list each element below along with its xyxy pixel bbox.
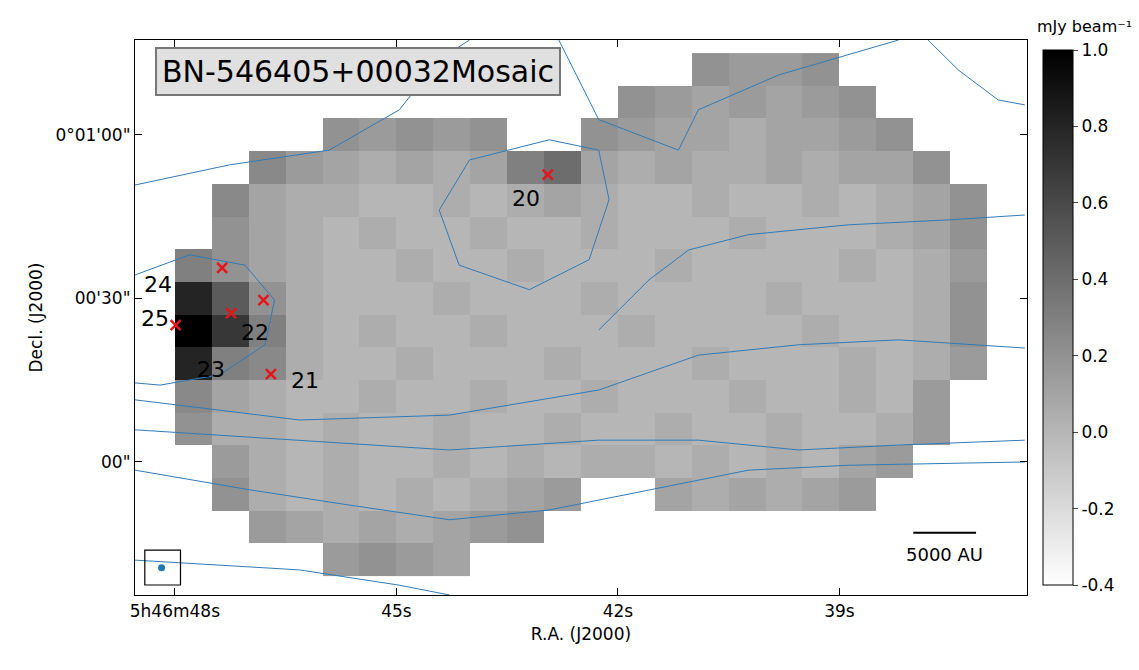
svg-text:-0.4: -0.4 xyxy=(1081,575,1114,595)
svg-text:00'30": 00'30" xyxy=(75,288,131,308)
svg-text:23: 23 xyxy=(197,357,225,382)
svg-text:00": 00" xyxy=(101,452,130,472)
svg-text:45s: 45s xyxy=(381,601,412,621)
svg-text:BN-546405+00032Mosaic: BN-546405+00032Mosaic xyxy=(162,54,554,89)
svg-text:0.6: 0.6 xyxy=(1081,193,1108,213)
svg-text:0.0: 0.0 xyxy=(1081,422,1108,442)
svg-text:0°01'00": 0°01'00" xyxy=(55,125,130,145)
svg-text:0.8: 0.8 xyxy=(1081,116,1108,136)
svg-text:5000 AU: 5000 AU xyxy=(906,544,983,565)
svg-text:0.4: 0.4 xyxy=(1081,269,1108,289)
svg-text:Decl. (J2000): Decl. (J2000) xyxy=(26,263,46,373)
svg-text:21: 21 xyxy=(291,368,319,393)
svg-text:22: 22 xyxy=(241,320,269,345)
svg-text:20: 20 xyxy=(512,186,540,211)
svg-text:24: 24 xyxy=(144,272,172,297)
svg-text:R.A. (J2000): R.A. (J2000) xyxy=(531,624,631,644)
svg-text:25: 25 xyxy=(141,306,169,331)
svg-text:mJy beam⁻¹: mJy beam⁻¹ xyxy=(1037,17,1132,36)
svg-text:39s: 39s xyxy=(824,601,855,621)
svg-text:0.2: 0.2 xyxy=(1081,346,1108,366)
svg-text:1.0: 1.0 xyxy=(1081,40,1108,60)
svg-text:5h46m48s: 5h46m48s xyxy=(130,601,220,621)
svg-text:-0.2: -0.2 xyxy=(1081,499,1114,519)
svg-text:42s: 42s xyxy=(603,601,634,621)
